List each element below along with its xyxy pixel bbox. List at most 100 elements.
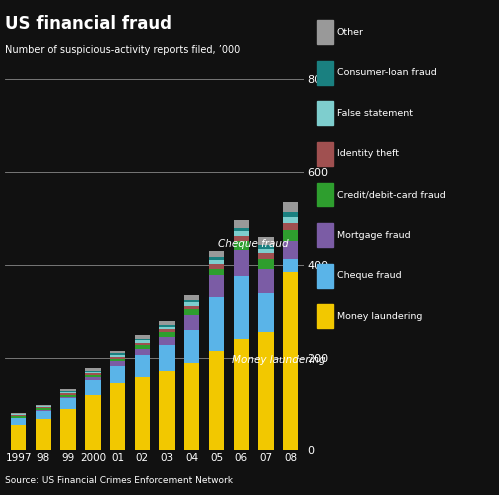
Text: Identity theft: Identity theft [337,149,399,158]
Bar [234,249,249,276]
Bar [258,259,274,268]
Bar [283,212,298,217]
Bar [60,409,76,450]
Bar [110,365,125,383]
Bar [283,217,298,223]
Bar [110,353,125,355]
Bar [234,220,249,228]
Bar [85,395,100,450]
Text: Cheque fraud: Cheque fraud [337,271,402,280]
Bar [135,349,150,355]
Bar [135,345,150,349]
Bar [209,264,224,268]
Bar [234,339,249,450]
Bar [135,335,150,339]
Bar [60,395,76,396]
Bar [35,411,51,419]
Bar [184,330,200,363]
Bar [35,408,51,410]
Bar [283,272,298,450]
Bar [258,253,274,259]
Bar [234,236,249,241]
Bar [283,241,298,259]
Bar [234,276,249,339]
Text: Consumer-loan fraud: Consumer-loan fraud [337,68,437,77]
Bar [60,398,76,409]
Bar [110,361,125,365]
Bar [184,300,200,302]
Bar [11,414,26,415]
Bar [60,389,76,391]
Bar [135,339,150,341]
Bar [35,406,51,407]
Text: Money laundering: Money laundering [337,312,422,321]
Bar [234,232,249,236]
Bar [159,329,175,332]
Bar [35,419,51,450]
Bar [209,257,224,260]
Bar [85,372,100,373]
Bar [85,375,100,377]
Bar [11,417,26,418]
Bar [11,416,26,417]
Bar [258,248,274,253]
Bar [184,295,200,300]
Bar [184,302,200,306]
Bar [209,275,224,297]
Text: Cheque fraud: Cheque fraud [219,239,289,249]
Bar [234,241,249,249]
Bar [159,325,175,327]
Bar [283,223,298,230]
Bar [209,251,224,257]
Bar [110,358,125,361]
Bar [35,404,51,406]
Bar [159,327,175,329]
Bar [159,345,175,371]
Text: US financial fraud: US financial fraud [5,15,172,33]
Bar [60,396,76,398]
Bar [85,377,100,380]
Bar [85,373,100,375]
Bar [60,394,76,395]
Bar [258,332,274,450]
Bar [184,305,200,309]
Bar [234,228,249,232]
Bar [85,368,100,371]
Bar [184,309,200,315]
Bar [110,355,125,357]
Bar [159,371,175,450]
Bar [258,245,274,248]
Bar [11,415,26,416]
Bar [159,337,175,345]
Bar [209,297,224,350]
Bar [159,321,175,325]
Bar [35,410,51,411]
Bar [135,355,150,377]
Text: Other: Other [337,28,364,37]
Bar [283,202,298,212]
Text: Source: US Financial Crimes Enforcement Network: Source: US Financial Crimes Enforcement … [5,476,233,485]
Bar [283,230,298,241]
Bar [209,268,224,275]
Bar [11,413,26,414]
Text: Credit/debit-card fraud: Credit/debit-card fraud [337,190,446,199]
Text: False statement: False statement [337,109,413,118]
Bar [258,237,274,245]
Bar [258,293,274,332]
Bar [135,377,150,450]
Text: Number of suspicious-activity reports filed, ’000: Number of suspicious-activity reports fi… [5,45,240,54]
Bar [11,425,26,450]
Bar [60,392,76,394]
Bar [159,332,175,337]
Bar [184,315,200,330]
Bar [85,380,100,395]
Bar [283,259,298,272]
Bar [60,391,76,392]
Bar [209,260,224,264]
Bar [11,418,26,425]
Bar [110,357,125,358]
Bar [184,363,200,450]
Text: Mortgage fraud: Mortgage fraud [337,231,411,240]
Bar [85,371,100,372]
Bar [35,407,51,408]
